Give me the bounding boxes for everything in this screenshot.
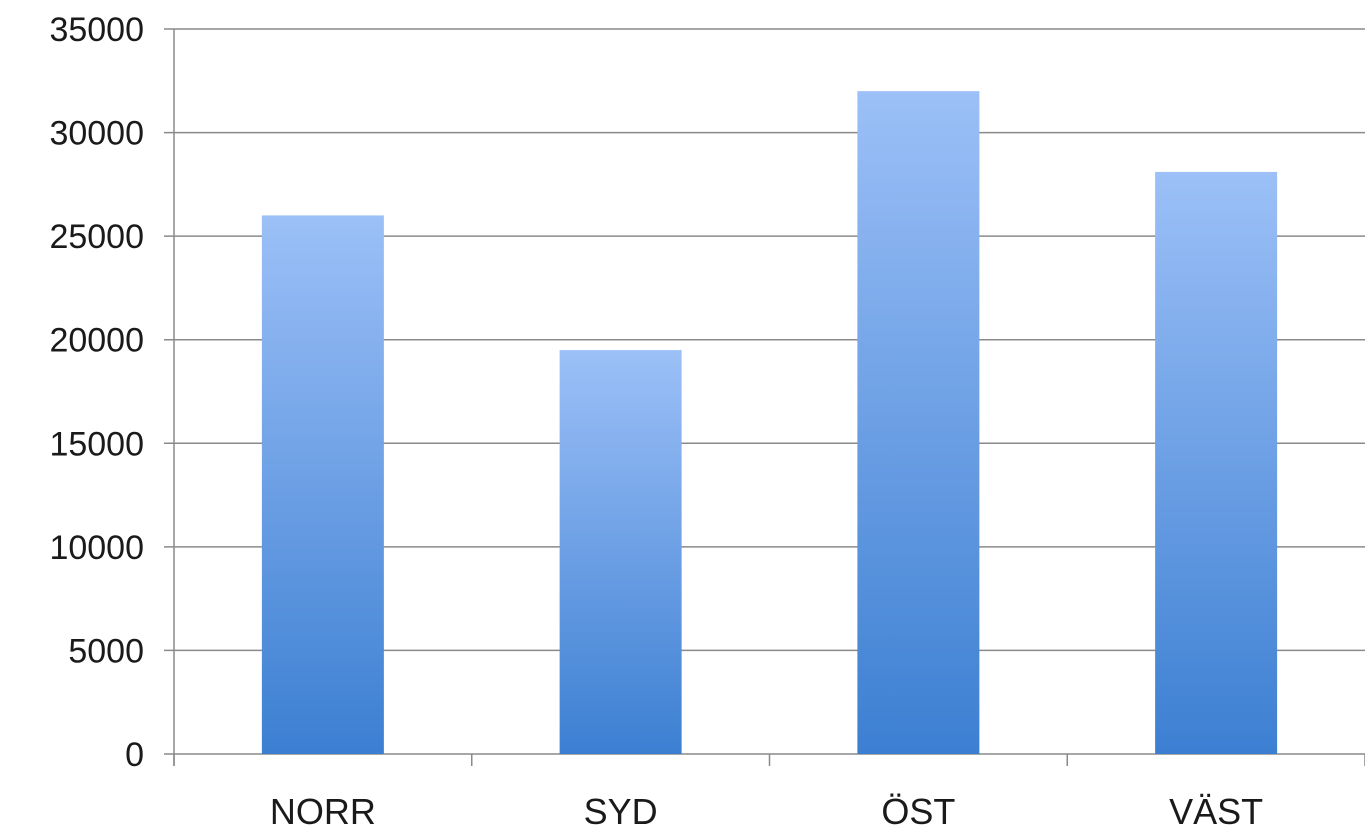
x-tick-label: NORR [270, 791, 376, 829]
bar-norr [261, 215, 384, 754]
y-tick-labels: 0 5000 10000 15000 20000 25000 30000 35000 [49, 11, 144, 774]
bars [261, 91, 1278, 754]
y-tick-label: 25000 [49, 218, 144, 256]
bar-väst [1155, 171, 1278, 754]
y-tick-label: 0 [125, 736, 144, 774]
bar-syd [559, 350, 682, 754]
x-tick-labels: NORR SYD ÖST VÄST [270, 791, 1263, 829]
x-tick-label: ÖST [881, 791, 955, 829]
y-tick-label: 5000 [68, 632, 144, 670]
y-tick-label: 20000 [49, 322, 144, 360]
x-tick-label: SYD [584, 791, 658, 829]
y-tick-label: 35000 [49, 11, 144, 49]
y-tick-label: 15000 [49, 425, 144, 463]
y-tick-label: 10000 [49, 529, 144, 567]
bar-öst [857, 91, 980, 754]
y-tick-label: 30000 [49, 115, 144, 153]
x-tick-label: VÄST [1169, 791, 1263, 829]
